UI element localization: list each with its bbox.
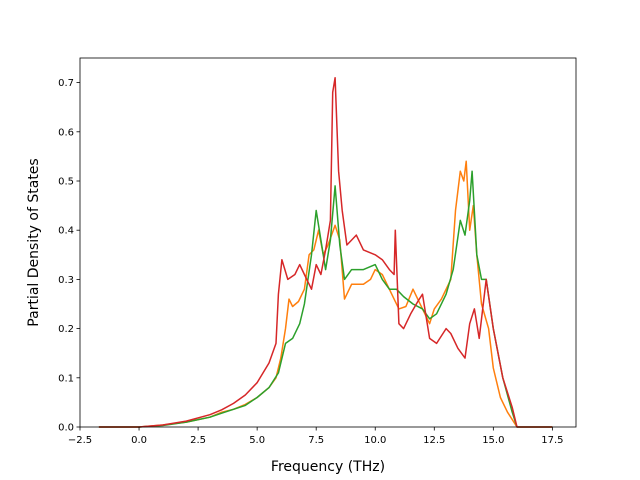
x-axis-label: Frequency (THz) — [271, 459, 385, 475]
x-tick-label: 17.5 — [541, 435, 563, 446]
series-line-2 — [98, 170, 553, 428]
x-tick-label: 10.0 — [364, 435, 386, 446]
y-axis: 0.0 0.1 0.2 0.3 0.4 0.5 0.6 0.7 — [58, 78, 80, 434]
x-axis: −2.5 0.0 2.5 5.0 7.5 10.0 12.5 15.0 17.5 — [68, 427, 564, 446]
series-line-3 — [98, 76, 553, 428]
y-tick-label: 0.1 — [58, 373, 74, 384]
series-layer — [98, 76, 553, 428]
y-tick-label: 0.4 — [58, 226, 74, 237]
x-tick-label: 2.5 — [190, 435, 206, 446]
y-tick-label: 0.2 — [58, 324, 74, 335]
x-tick-label: 7.5 — [308, 435, 324, 446]
x-tick-label: 0.0 — [131, 435, 147, 446]
y-tick-label: 0.7 — [58, 78, 74, 89]
x-tick-label: 12.5 — [423, 435, 445, 446]
y-axis-label: Partial Density of States — [26, 158, 42, 326]
y-tick-label: 0.0 — [58, 423, 74, 434]
x-tick-label: 15.0 — [482, 435, 504, 446]
y-tick-label: 0.3 — [58, 275, 74, 286]
x-tick-label: 5.0 — [249, 435, 265, 446]
x-tick-label: −2.5 — [68, 435, 92, 446]
y-tick-label: 0.6 — [58, 127, 74, 138]
plot-frame — [79, 57, 577, 428]
y-tick-label: 0.5 — [58, 177, 74, 188]
